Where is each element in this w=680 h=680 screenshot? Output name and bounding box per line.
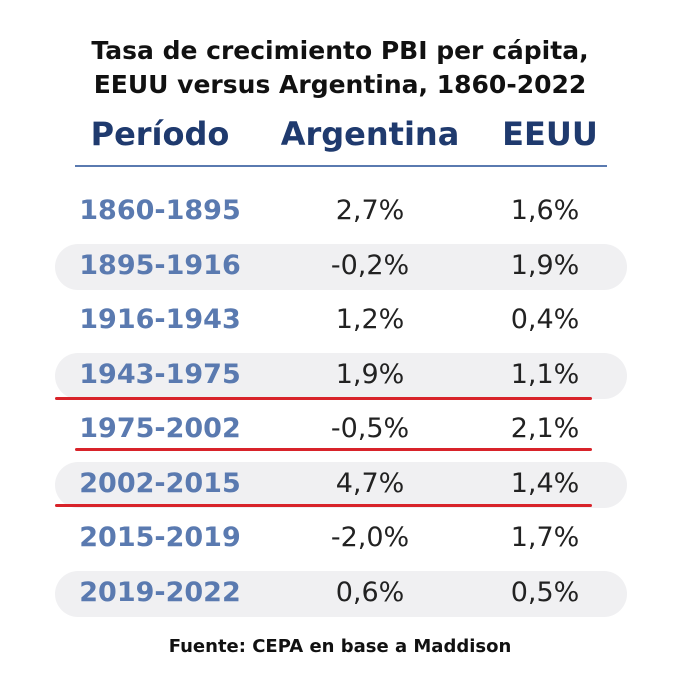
- eeuu-cell: 1,6%: [510, 195, 580, 226]
- argentina-cell: -0,2%: [330, 249, 410, 281]
- title-line: EEUU versus Argentina, 1860-2022: [93, 70, 587, 99]
- row-band: [55, 352, 627, 399]
- column-header: Período: [90, 115, 230, 153]
- argentina-cell: 2,7%: [335, 195, 405, 226]
- period-cell: 2015-2019: [79, 522, 241, 553]
- argentina-cell: 1,2%: [335, 304, 405, 335]
- argentina-cell: 1,9%: [335, 358, 405, 390]
- period-cell: 2019-2022: [79, 576, 241, 608]
- column-header: Argentina: [280, 115, 460, 153]
- period-cell: 1916-1943: [79, 304, 241, 335]
- row-band: [55, 461, 627, 508]
- highlight-underline: [75, 448, 592, 451]
- period-cell: 2002-2015: [79, 467, 241, 499]
- eeuu-cell: 0,5%: [510, 576, 580, 608]
- header-rule: [75, 165, 607, 167]
- row-band: [55, 570, 627, 617]
- period-cell: 1975-2002: [79, 413, 241, 444]
- eeuu-cell: 1,4%: [510, 467, 580, 499]
- highlight-underline: [55, 397, 592, 400]
- eeuu-cell: 1,9%: [510, 249, 580, 281]
- eeuu-cell: 2,1%: [510, 413, 580, 444]
- source-note: Fuente: CEPA en base a Maddison: [168, 636, 512, 657]
- eeuu-cell: 1,1%: [510, 358, 580, 390]
- title-line: Tasa de crecimiento PBI per cápita,: [91, 36, 589, 65]
- argentina-cell: -2,0%: [330, 522, 410, 553]
- eeuu-cell: 0,4%: [510, 304, 580, 335]
- argentina-cell: 0,6%: [335, 576, 405, 608]
- eeuu-cell: 1,7%: [510, 522, 580, 553]
- argentina-cell: -0,5%: [330, 413, 410, 444]
- period-cell: 1943-1975: [79, 358, 241, 390]
- highlight-underline: [55, 504, 592, 507]
- argentina-cell: 4,7%: [335, 467, 405, 499]
- row-band: [55, 243, 627, 290]
- period-cell: 1860-1895: [79, 195, 241, 226]
- column-header: EEUU: [502, 115, 598, 153]
- period-cell: 1895-1916: [79, 249, 241, 281]
